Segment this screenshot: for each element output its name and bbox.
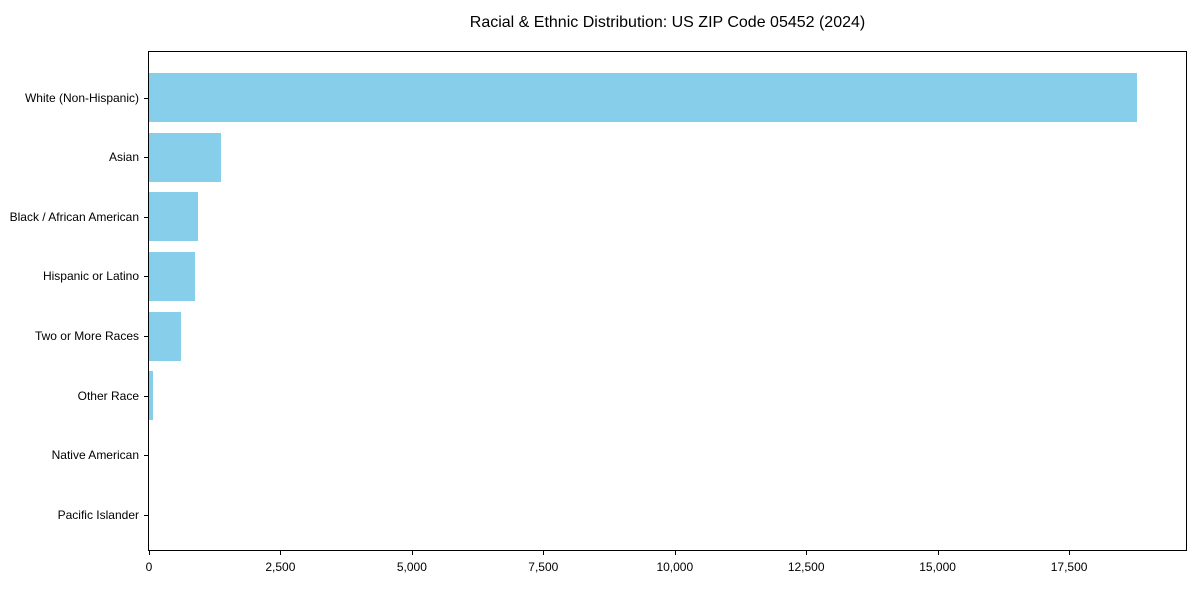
x-tick-mark: [411, 550, 413, 555]
category-label: Pacific Islander: [57, 508, 139, 522]
y-tick-mark: [144, 216, 149, 218]
category-label: Native American: [51, 448, 139, 463]
category-label: Two or More Races: [34, 329, 139, 344]
bar: [149, 311, 181, 361]
x-tick-label: 17,500: [1050, 560, 1088, 574]
x-tick-mark: [806, 550, 808, 555]
y-tick-mark: [144, 336, 149, 338]
x-tick-label: 12,500: [787, 560, 825, 574]
x-tick-label: 10,000: [656, 560, 694, 574]
category-label: White (Non-Hispanic): [24, 90, 139, 105]
category-label: Black / African American: [9, 209, 139, 224]
category-label: Asian: [108, 150, 139, 165]
bar: [149, 192, 198, 242]
x-tick-mark: [280, 550, 282, 555]
chart-title: Racial & Ethnic Distribution: US ZIP Cod…: [469, 14, 866, 31]
y-tick-mark: [144, 97, 149, 99]
bar: [149, 371, 153, 421]
plot-border: [148, 51, 1187, 551]
y-tick-mark: [144, 157, 149, 159]
y-tick-mark: [144, 276, 149, 278]
x-tick-mark: [1069, 550, 1071, 555]
x-tick-label: 0: [145, 560, 153, 574]
bar: [149, 73, 1137, 122]
x-tick-mark: [543, 550, 545, 555]
x-tick-label: 15,000: [919, 560, 956, 574]
plot-area: [149, 52, 1186, 550]
x-tick-label: 5,000: [396, 560, 427, 574]
x-tick-label: 7,500: [528, 560, 559, 574]
y-tick-mark: [144, 515, 149, 516]
x-tick-mark: [674, 550, 676, 555]
x-tick-label: 2,500: [265, 560, 296, 574]
category-label: Other Race: [77, 388, 139, 403]
bar: [149, 251, 195, 301]
x-tick-mark: [149, 550, 150, 555]
bar: [149, 132, 221, 182]
y-tick-mark: [144, 455, 149, 457]
category-label: Hispanic or Latino: [42, 269, 139, 284]
y-tick-mark: [144, 395, 149, 397]
x-tick-mark: [937, 550, 939, 555]
